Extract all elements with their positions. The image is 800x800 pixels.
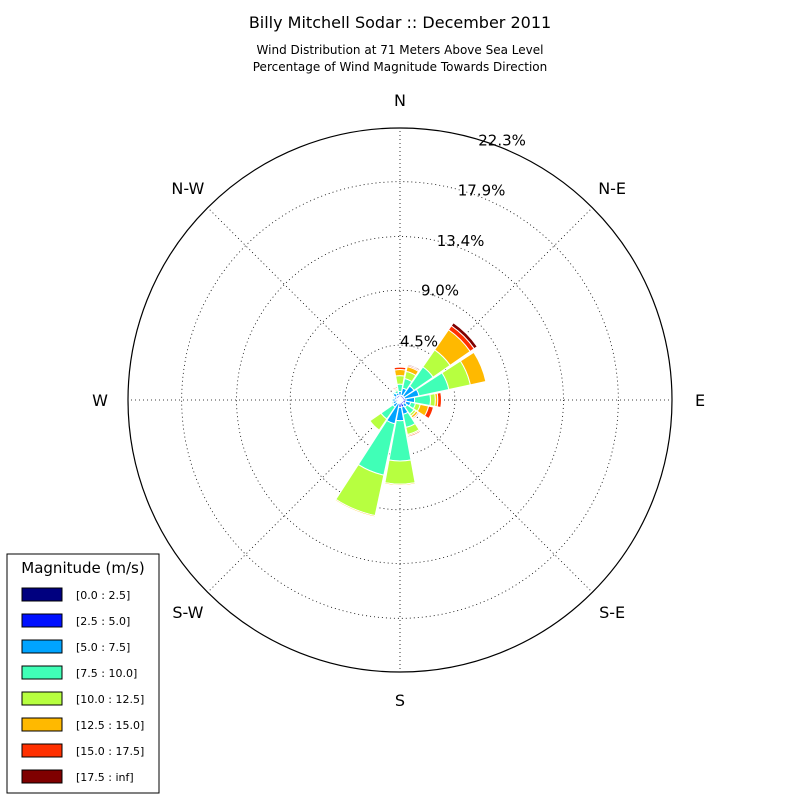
compass-label: W (92, 391, 108, 410)
compass-label: S-W (172, 603, 203, 622)
legend-swatch (21, 691, 63, 706)
bar-s-bin-4 (384, 459, 416, 485)
bar-s-bin-5 (384, 482, 416, 486)
bar-w-bin-3 (390, 397, 394, 403)
compass-label: N-E (598, 179, 626, 198)
grid-ring (289, 289, 511, 511)
polar-grid (127, 127, 673, 673)
grid-ring (181, 181, 619, 619)
chart-title: Billy Mitchell Sodar :: December 2011 (249, 13, 551, 32)
legend: Magnitude (m/s) [0.0 : 2.5] [2.5 : 5.0] [5… (6, 553, 160, 794)
chart-subtitle-line-1: Wind Distribution at 71 Meters Above Sea… (257, 43, 544, 57)
bar-e-bin-6 (436, 391, 442, 409)
legend-title: Magnitude (m/s) (21, 559, 144, 577)
legend-label: [0.0 : 2.5] (76, 589, 130, 602)
grid-ring (236, 236, 564, 564)
legend-swatch (21, 743, 63, 758)
legend-label: [5.0 : 7.5] (76, 641, 130, 654)
bar-e-bin-4 (429, 393, 436, 407)
bar-nne-bin-7 (406, 363, 421, 371)
legend-label: [12.5 : 15.0] (76, 719, 144, 732)
legend-swatch (21, 613, 63, 628)
legend-swatch (21, 769, 63, 784)
wind-rose-bars (334, 322, 487, 518)
compass-label: N (394, 91, 406, 110)
grid-spoke (207, 207, 401, 401)
chart-subtitle-line-2: Percentage of Wind Magnitude Towards Dir… (253, 60, 547, 74)
legend-swatch (21, 717, 63, 732)
legend-label: [17.5 : inf] (76, 771, 134, 784)
outer-ring (127, 127, 673, 673)
grid-spoke (399, 207, 593, 401)
bar-n-bin-6 (393, 366, 407, 371)
grid-spoke (207, 399, 401, 593)
bar-sw-bin-4 (369, 412, 388, 431)
compass-label: E (695, 391, 705, 410)
legend-items: [0.0 : 2.5] [2.5 : 5.0] [5.0 : 7.5] [7.5 : … (21, 587, 144, 784)
bar-sse-bin-6 (407, 430, 422, 438)
grid-spoke (399, 399, 593, 593)
bar-ese-bin-6 (423, 405, 434, 420)
radial-tick-label: 17.9% (458, 181, 506, 199)
bar-ssw-bin-5 (334, 498, 376, 518)
legend-swatch (21, 639, 63, 654)
bar-n-bin-5 (393, 369, 407, 377)
bar-nnw-bin-6 (392, 386, 399, 391)
compass-label: S (395, 691, 405, 710)
radial-tick-label: 13.4% (437, 232, 485, 250)
legend-label: [2.5 : 5.0] (76, 615, 130, 628)
compass-label: S-E (599, 603, 625, 622)
radial-tick-label: 4.5% (400, 332, 438, 350)
legend-label: [10.0 : 12.5] (76, 693, 144, 706)
radial-tick-label: 9.0% (421, 282, 459, 300)
radial-tick-label: 22.3% (478, 132, 526, 150)
legend-swatch (21, 665, 63, 680)
compass-label: N-W (171, 179, 204, 198)
legend-label: [7.5 : 10.0] (76, 667, 137, 680)
bar-ne-bin-7 (450, 322, 478, 350)
compass-labels: N N-E E S-E S S-W W N-W (92, 91, 705, 710)
radial-tick-labels: 4.5% 9.0% 13.4% 17.9% 22.3% (400, 132, 526, 351)
grid-ring (344, 344, 456, 456)
legend-label: [15.0 : 17.5] (76, 745, 144, 758)
bar-se-bin-6 (411, 411, 420, 420)
legend-swatch (21, 587, 63, 602)
bar-n-bin-4 (395, 375, 405, 385)
bar-ene-bin-5 (459, 351, 487, 386)
